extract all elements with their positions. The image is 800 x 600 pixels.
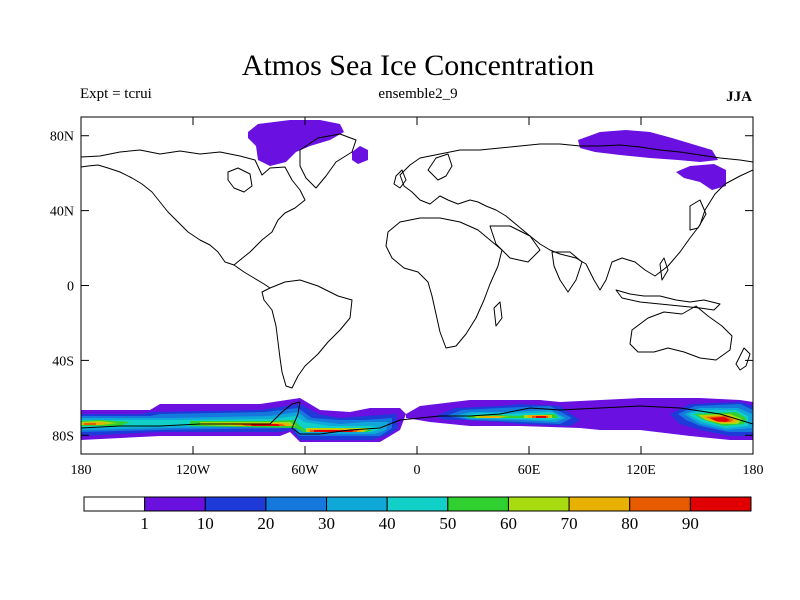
coast-japan bbox=[689, 199, 707, 231]
x-tick-label: 0 bbox=[414, 463, 421, 478]
coast-scandinavia bbox=[427, 153, 453, 181]
arctic-ice-shading bbox=[248, 120, 726, 190]
ice-region-siberian-arctic bbox=[578, 130, 718, 162]
y-tick-label: 0 bbox=[67, 280, 74, 295]
coast-india bbox=[551, 251, 583, 293]
colorbar-label: 10 bbox=[197, 514, 214, 533]
y-tick-label: 80S bbox=[52, 429, 74, 444]
chart-title: Atmos Sea Ice Concentration bbox=[242, 49, 594, 82]
colorbar-box bbox=[568, 496, 631, 512]
coast-north-america bbox=[81, 149, 306, 266]
colorbar: 1 10 20 30 40 50 60 70 80 90 bbox=[83, 496, 752, 533]
experiment-label: Expt = tcrui bbox=[80, 86, 152, 102]
colorbar-box bbox=[83, 496, 146, 512]
coast-australia bbox=[629, 305, 733, 361]
x-tick-label: 120E bbox=[626, 463, 656, 478]
ensemble-label: ensemble2_9 bbox=[378, 86, 457, 102]
coast-uk bbox=[393, 169, 407, 189]
colorbar-label: 40 bbox=[379, 514, 396, 533]
colorbar-box bbox=[144, 496, 206, 512]
x-tick-label: 60W bbox=[291, 463, 319, 478]
coast-madagascar bbox=[493, 301, 503, 327]
coast-hudson-bay bbox=[227, 167, 253, 193]
colorbar-label: 60 bbox=[500, 514, 517, 533]
season-label: JJA bbox=[726, 89, 752, 105]
ice-region-svalbard bbox=[352, 146, 368, 164]
coast-antarctica bbox=[81, 401, 753, 435]
y-tick-label: 40N bbox=[50, 205, 74, 220]
ice-band-50-east bbox=[460, 410, 748, 428]
map-background bbox=[81, 117, 753, 454]
colorbar-label: 20 bbox=[257, 514, 274, 533]
colorbar-label: 80 bbox=[621, 514, 638, 533]
coast-central-america bbox=[233, 264, 271, 289]
ice-region-canadian-arctic bbox=[248, 120, 344, 166]
colorbar-label: 1 bbox=[140, 514, 149, 533]
colorbar-box bbox=[386, 496, 449, 512]
colorbar-label: 90 bbox=[682, 514, 699, 533]
x-tick-label: 180 bbox=[743, 463, 764, 478]
coast-africa bbox=[385, 217, 503, 349]
y-tick-label: 80N bbox=[50, 130, 74, 145]
colorbar-box bbox=[447, 496, 509, 512]
colorbar-box bbox=[204, 496, 267, 512]
colorbar-label: 30 bbox=[318, 514, 335, 533]
ice-band-30-east bbox=[446, 404, 753, 432]
colorbar-box bbox=[507, 496, 570, 512]
ice-region-okhotsk bbox=[676, 164, 726, 190]
colorbar-label: 50 bbox=[439, 514, 456, 533]
x-axis: 180 120W 60W 0 60E 120E 180 bbox=[71, 117, 764, 478]
coast-south-america bbox=[261, 279, 353, 389]
colorbar-box bbox=[326, 496, 388, 512]
x-tick-label: 60E bbox=[518, 463, 541, 478]
colorbar-box bbox=[629, 496, 691, 512]
ice-band-60 bbox=[81, 420, 374, 432]
coast-greenland bbox=[299, 133, 357, 189]
y-axis: 80N 40N 0 40S 80S bbox=[50, 130, 753, 444]
colorbar-box bbox=[689, 496, 752, 512]
y-tick-label: 40S bbox=[52, 354, 74, 369]
coast-philippines bbox=[659, 257, 669, 281]
coast-arabia bbox=[489, 225, 541, 263]
x-tick-label: 180 bbox=[71, 463, 92, 478]
coast-eurasia bbox=[399, 143, 753, 291]
coast-new-zealand bbox=[735, 347, 751, 371]
coastlines bbox=[81, 133, 753, 435]
plot-area bbox=[81, 117, 753, 454]
colorbar-box bbox=[265, 496, 328, 512]
coast-indonesia bbox=[615, 289, 721, 311]
colorbar-label: 70 bbox=[561, 514, 578, 533]
x-tick-label: 120W bbox=[176, 463, 211, 478]
